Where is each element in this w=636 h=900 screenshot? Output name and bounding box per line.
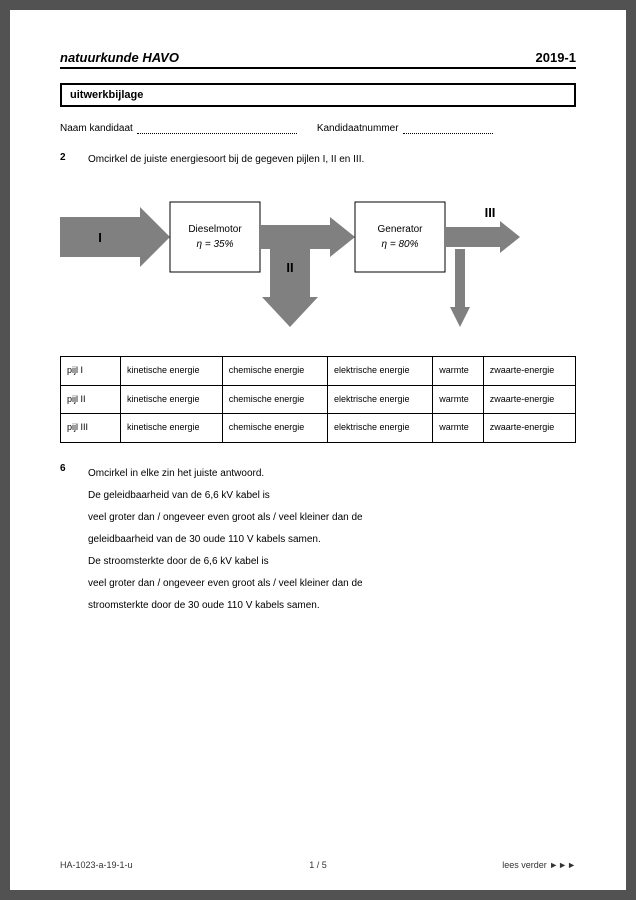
- q6-line2b: stroomsterkte door de 30 oude 110 V kabe…: [88, 595, 576, 617]
- option-cell[interactable]: zwaarte-energie: [483, 357, 575, 386]
- dieselmotor-box: [170, 202, 260, 272]
- energy-flow-diagram: I Dieselmotor η = 35% II Generator η = 8…: [60, 187, 520, 337]
- option-cell[interactable]: elektrische energie: [327, 357, 432, 386]
- option-cell[interactable]: elektrische energie: [327, 414, 432, 443]
- generator-box: [355, 202, 445, 272]
- box2-label: Generator: [377, 224, 423, 235]
- candidate-number-field[interactable]: Kandidaatnummer: [317, 123, 493, 134]
- arrow-waste-2: [450, 249, 470, 327]
- q6-line2: De stroomsterkte door de 6,6 kV kabel is: [88, 551, 576, 573]
- name-label: Naam kandidaat: [60, 123, 133, 134]
- option-cell[interactable]: chemische energie: [222, 414, 327, 443]
- table-row: pijl II kinetische energie chemische ene…: [61, 385, 576, 414]
- exam-page: natuurkunde HAVO 2019-1 uitwerkbijlage N…: [10, 10, 626, 890]
- arrow-3-label: III: [485, 205, 496, 220]
- q6-number: 6: [60, 463, 76, 617]
- option-cell[interactable]: warmte: [433, 414, 484, 443]
- option-cell[interactable]: chemische energie: [222, 357, 327, 386]
- footer-left: HA-1023-a-19-1-u: [60, 860, 133, 870]
- box2-eta: η = 80%: [382, 239, 419, 250]
- page-header: natuurkunde HAVO 2019-1: [60, 50, 576, 69]
- q6-choices1[interactable]: veel groter dan / ongeveer even groot al…: [88, 507, 576, 529]
- row-label: pijl II: [61, 385, 121, 414]
- energy-table-body: pijl I kinetische energie chemische ener…: [61, 357, 576, 443]
- number-input-line[interactable]: [403, 133, 493, 134]
- option-cell[interactable]: elektrische energie: [327, 385, 432, 414]
- arrow-3: [445, 221, 520, 253]
- row-label: pijl I: [61, 357, 121, 386]
- box1-eta: η = 35%: [197, 239, 234, 250]
- footer-right: lees verder ►►►: [502, 860, 576, 870]
- number-label: Kandidaatnummer: [317, 123, 399, 134]
- energy-table: pijl I kinetische energie chemische ener…: [60, 356, 576, 443]
- question-2: 2 Omcirkel de juiste energiesoort bij de…: [60, 152, 576, 167]
- worksheet-label: uitwerkbijlage: [60, 83, 576, 107]
- option-cell[interactable]: kinetische energie: [121, 414, 223, 443]
- option-cell[interactable]: zwaarte-energie: [483, 414, 575, 443]
- option-cell[interactable]: warmte: [433, 385, 484, 414]
- row-label: pijl III: [61, 414, 121, 443]
- q6-body: Omcirkel in elke zin het juiste antwoord…: [88, 463, 576, 617]
- table-row: pijl I kinetische energie chemische ener…: [61, 357, 576, 386]
- q2-number: 2: [60, 152, 76, 167]
- option-cell[interactable]: chemische energie: [222, 385, 327, 414]
- box1-label: Dieselmotor: [188, 224, 242, 235]
- q6-choices2[interactable]: veel groter dan / ongeveer even groot al…: [88, 573, 576, 595]
- arrow-1-label: I: [98, 230, 102, 245]
- exam-year: 2019-1: [536, 50, 576, 65]
- option-cell[interactable]: kinetische energie: [121, 357, 223, 386]
- candidate-fields: Naam kandidaat Kandidaatnummer: [60, 123, 576, 134]
- name-input-line[interactable]: [137, 133, 297, 134]
- arrow-2-label: II: [286, 260, 293, 275]
- option-cell[interactable]: zwaarte-energie: [483, 385, 575, 414]
- q6-intro: Omcirkel in elke zin het juiste antwoord…: [88, 463, 576, 485]
- q6-line1b: geleidbaarheid van de 30 oude 110 V kabe…: [88, 529, 576, 551]
- q6-line1: De geleidbaarheid van de 6,6 kV kabel is: [88, 485, 576, 507]
- table-row: pijl III kinetische energie chemische en…: [61, 414, 576, 443]
- subject-title: natuurkunde HAVO: [60, 50, 179, 65]
- option-cell[interactable]: warmte: [433, 357, 484, 386]
- question-6: 6 Omcirkel in elke zin het juiste antwoo…: [60, 463, 576, 617]
- q2-text: Omcirkel de juiste energiesoort bij de g…: [88, 152, 576, 167]
- footer-page-num: 1 / 5: [309, 860, 327, 870]
- candidate-name-field[interactable]: Naam kandidaat: [60, 123, 297, 134]
- option-cell[interactable]: kinetische energie: [121, 385, 223, 414]
- arrow-1: [60, 207, 170, 267]
- page-footer: HA-1023-a-19-1-u 1 / 5 lees verder ►►►: [60, 860, 576, 870]
